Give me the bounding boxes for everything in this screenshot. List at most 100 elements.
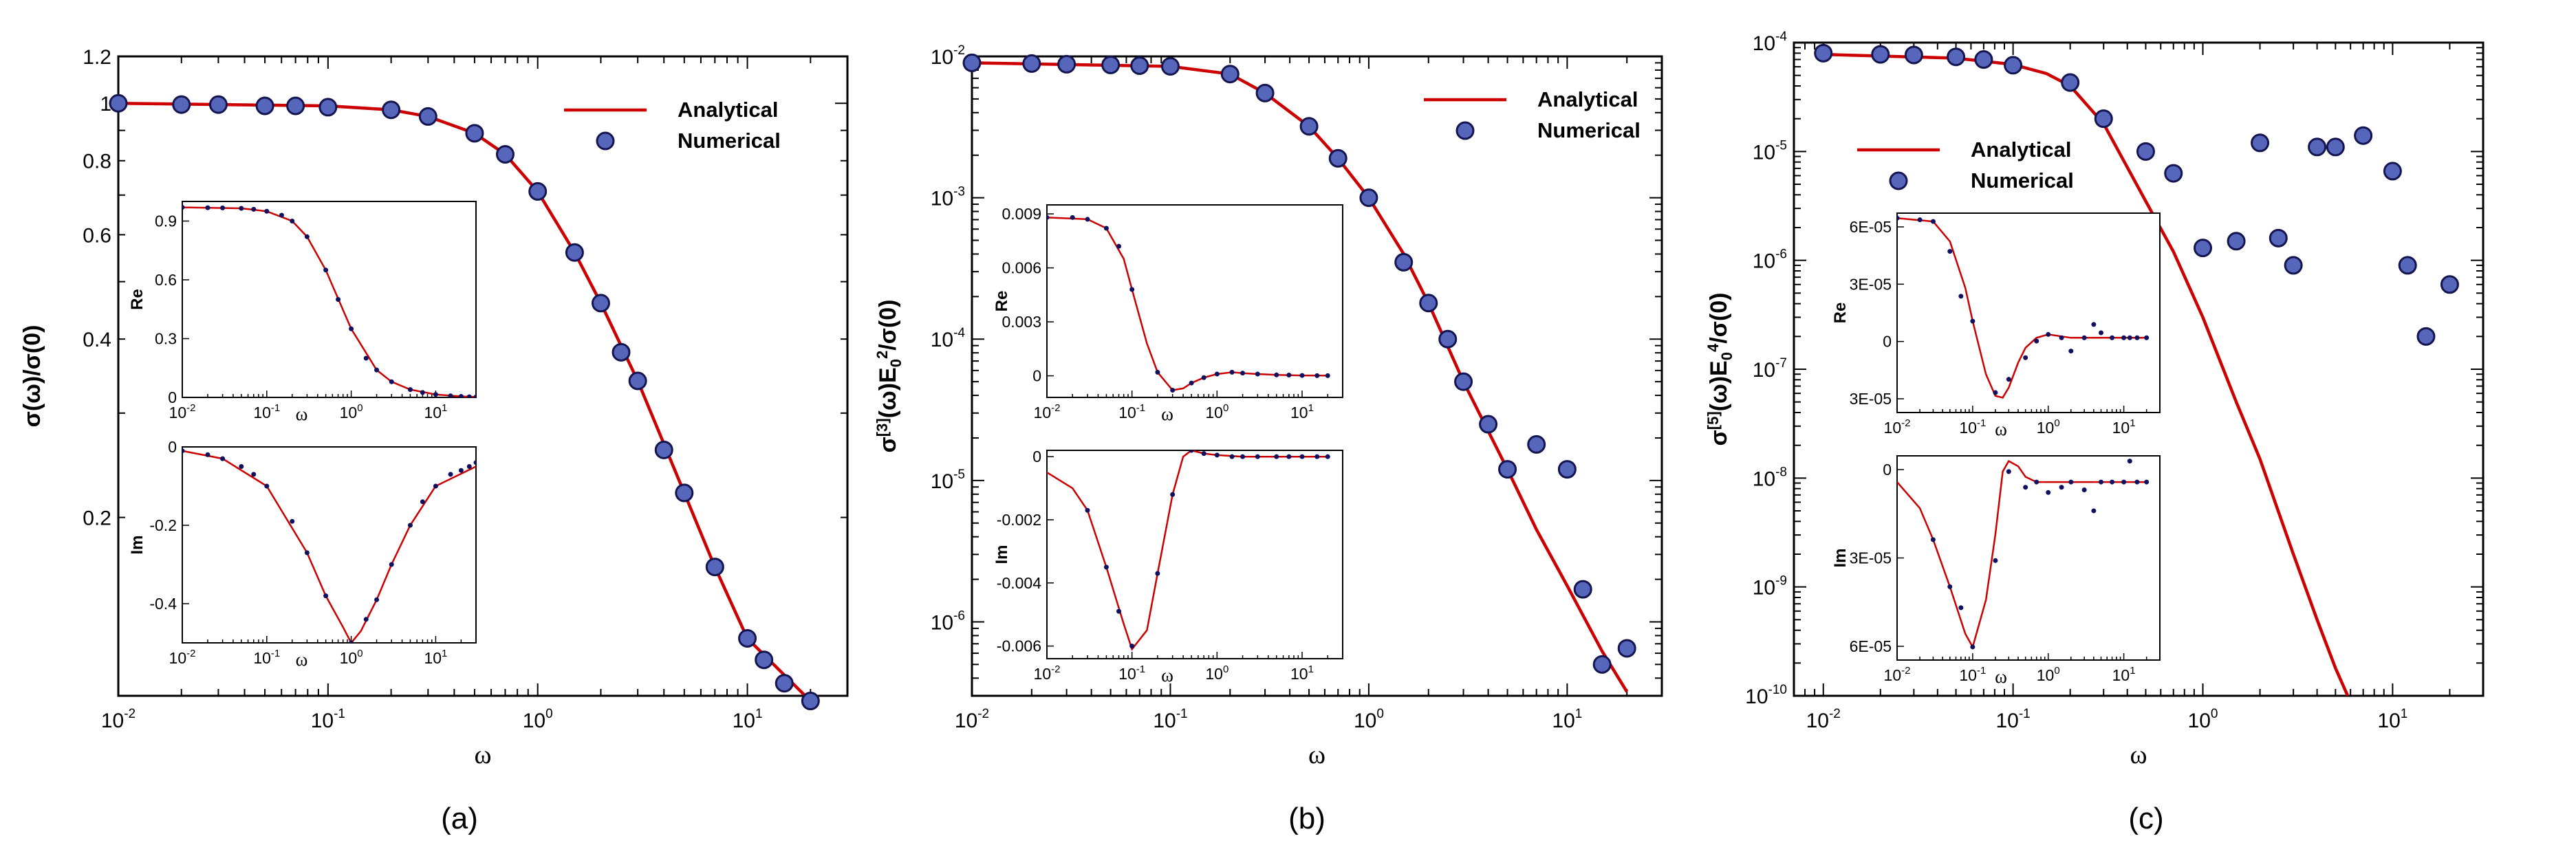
inset-numerical-point bbox=[2006, 469, 2011, 474]
numerical-point bbox=[2383, 162, 2402, 181]
inset-frame bbox=[1046, 450, 1343, 659]
y-axis-label: σ(ω)/σ(0) bbox=[19, 325, 45, 428]
inset-numerical-point bbox=[363, 617, 369, 622]
inset-x-tick-label: 101 bbox=[2112, 417, 2136, 437]
numerical-point bbox=[465, 124, 484, 143]
inset-re: 10-2 10-1 100 101 ω 0 0.003 0.006 0.009 Re bbox=[993, 204, 1343, 424]
numerical-point bbox=[2094, 109, 2113, 129]
inset-numerical-point bbox=[1047, 215, 1050, 220]
x-tick-label: 101 bbox=[733, 707, 763, 732]
numerical-point bbox=[1419, 294, 1438, 313]
numerical-point bbox=[2227, 232, 2246, 251]
numerical-point bbox=[1573, 580, 1592, 599]
y-tick-label: 10-4 bbox=[931, 326, 966, 351]
x-axis-label: ω bbox=[2130, 740, 2147, 769]
inset-numerical-point bbox=[2046, 331, 2051, 337]
inset-numerical-point bbox=[220, 456, 226, 461]
numerical-point bbox=[1454, 372, 1473, 391]
numerical-point bbox=[1814, 43, 1833, 63]
inset-numerical-point bbox=[407, 387, 413, 393]
numerical-point bbox=[1130, 56, 1149, 75]
inset-numerical-point bbox=[239, 464, 244, 469]
inset-y-tick-label: 0.9 bbox=[155, 212, 177, 230]
inset-numerical-point bbox=[1958, 294, 1964, 299]
inset-x-label: ω bbox=[1161, 404, 1173, 424]
inset-y-tick-label: -0.002 bbox=[997, 511, 1041, 529]
panel-caption: (a) bbox=[441, 802, 478, 835]
inset-numerical-point bbox=[251, 206, 257, 212]
y-tick-label: 10-3 bbox=[931, 185, 965, 210]
legend-analytical-label: Analytical bbox=[1537, 87, 1638, 111]
numerical-point bbox=[208, 95, 228, 114]
numerical-point bbox=[2269, 228, 2288, 248]
inset-numerical-point bbox=[1314, 373, 1320, 378]
inset-numerical-point bbox=[1286, 454, 1292, 459]
numerical-point bbox=[2164, 164, 2183, 183]
numerical-point bbox=[2061, 73, 2080, 92]
inset-numerical-point bbox=[349, 326, 354, 331]
inset-x-tick-label: 10-2 bbox=[1034, 402, 1061, 421]
inset-y-tick-label: 3E-05 bbox=[1850, 549, 1892, 567]
inset-y-tick-label: 0.006 bbox=[1002, 259, 1041, 277]
numerical-point bbox=[172, 95, 191, 114]
inset-numerical-point bbox=[2134, 335, 2140, 340]
inset-x-tick-label: 10-2 bbox=[169, 402, 196, 421]
inset-numerical-point bbox=[1947, 249, 1953, 254]
inset-numerical-point bbox=[1201, 451, 1206, 457]
inset-y-label: Im bbox=[128, 535, 147, 554]
inset-y-label: Im bbox=[1831, 548, 1850, 567]
x-tick-label: 10-1 bbox=[1153, 707, 1187, 732]
inset-numerical-point bbox=[448, 393, 453, 397]
inset-x-tick-label: 100 bbox=[1205, 402, 1229, 421]
inset-y-tick-label: 0 bbox=[168, 438, 177, 456]
inset-x-tick-label: 101 bbox=[424, 648, 447, 667]
inset-numerical-point bbox=[1970, 318, 1976, 324]
inset-x-tick-label: 101 bbox=[424, 402, 447, 421]
inset-y-tick-label: 6E-05 bbox=[1850, 637, 1892, 655]
panel-caption: (b) bbox=[1288, 802, 1325, 835]
panel-caption: (c) bbox=[2128, 802, 2163, 835]
legend-point-swatch bbox=[596, 131, 615, 151]
inset-numerical-point bbox=[239, 206, 244, 211]
numerical-point bbox=[2354, 126, 2373, 145]
legend-numerical-label: Numerical bbox=[1971, 168, 2074, 193]
inset-analytical-curve bbox=[1897, 217, 2147, 399]
inset-numerical-point bbox=[466, 464, 472, 469]
inset-numerical-point bbox=[1255, 454, 1260, 459]
inset-numerical-point bbox=[363, 355, 369, 361]
inset-frame bbox=[1896, 212, 2161, 413]
inset-numerical-point bbox=[1917, 217, 1923, 223]
inset-y-tick-label: 3E-05 bbox=[1850, 275, 1892, 293]
inset-numerical-point bbox=[205, 205, 210, 210]
numerical-point bbox=[2416, 327, 2436, 346]
legend-analytical-label: Analytical bbox=[1971, 138, 2071, 162]
inset-numerical-point bbox=[264, 483, 270, 489]
inset-im: 10-2 10-1 100 101 ω 0 -0.002 -0.004 -0.006 Im bbox=[993, 448, 1343, 685]
y-tick-label: 0.8 bbox=[83, 151, 111, 173]
numerical-point bbox=[1617, 639, 1636, 658]
numerical-point bbox=[962, 53, 982, 72]
numerical-point bbox=[1220, 65, 1240, 84]
inset-numerical-point bbox=[1240, 454, 1246, 459]
inset-x-tick-label: 101 bbox=[2112, 665, 2136, 684]
numerical-point bbox=[705, 558, 724, 577]
numerical-point bbox=[654, 440, 673, 459]
numerical-point bbox=[591, 294, 610, 313]
inset-x-tick-label: 100 bbox=[340, 648, 363, 667]
numerical-point bbox=[775, 674, 794, 693]
numerical-point bbox=[528, 182, 548, 201]
numerical-point bbox=[1974, 50, 1993, 69]
inset-numerical-point bbox=[2059, 335, 2064, 340]
numerical-point bbox=[1394, 252, 1414, 272]
inset-numerical-point bbox=[1129, 287, 1135, 292]
inset-numerical-point bbox=[182, 205, 185, 210]
y-tick-label: 10-2 bbox=[931, 43, 965, 69]
inset-numerical-point bbox=[2068, 349, 2074, 354]
inset-x-tick-label: 10-1 bbox=[1118, 663, 1145, 683]
inset-numerical-point bbox=[1214, 452, 1220, 458]
inset-numerical-point bbox=[336, 297, 341, 302]
inset-x-tick-label: 100 bbox=[2037, 417, 2060, 437]
numerical-point bbox=[675, 483, 694, 503]
x-tick-label: 10-2 bbox=[1806, 707, 1841, 732]
x-tick-label: 100 bbox=[2188, 707, 2218, 732]
